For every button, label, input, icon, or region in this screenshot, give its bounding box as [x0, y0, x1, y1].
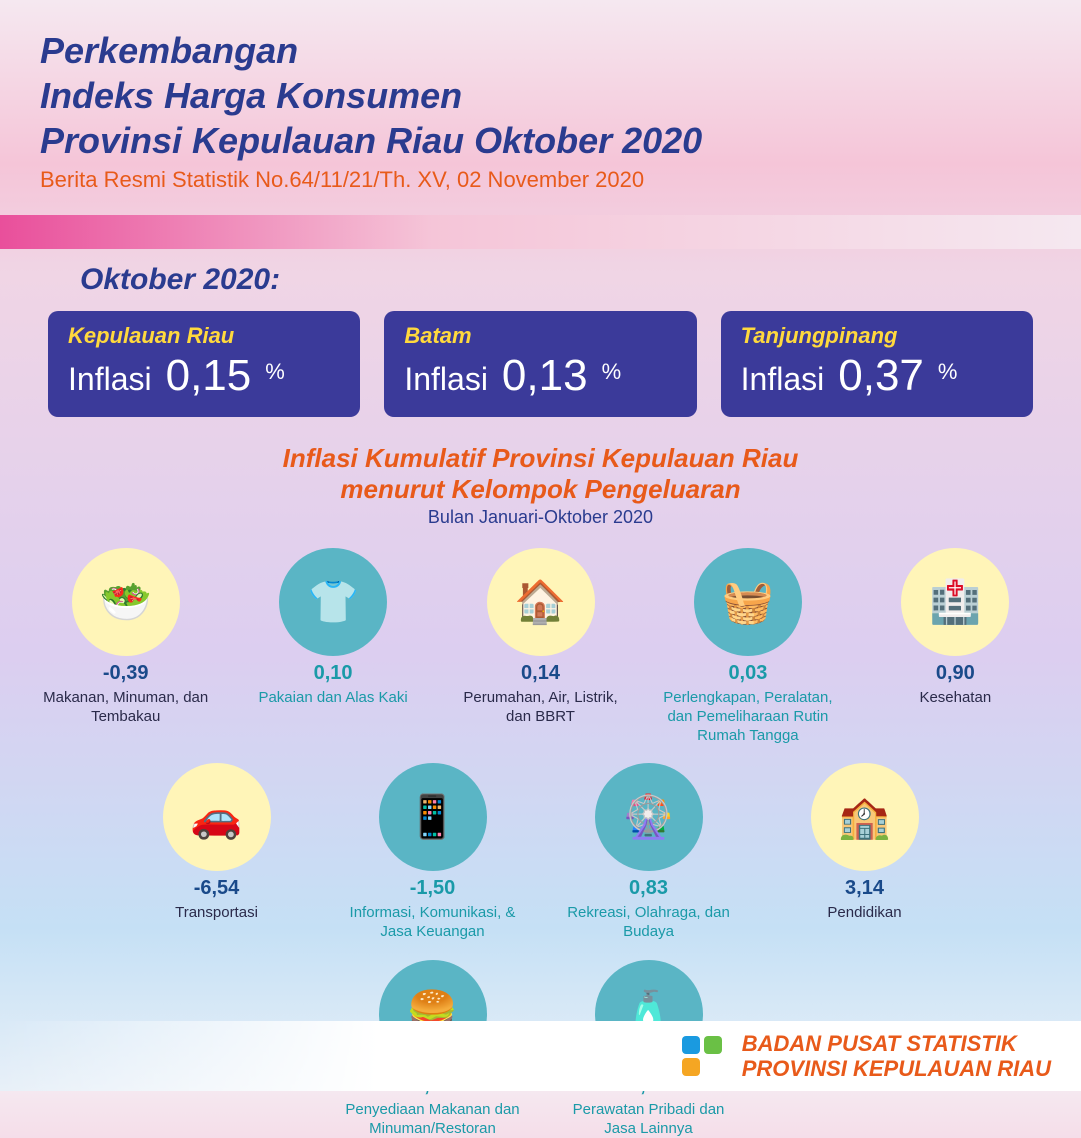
category-value: 0,10: [247, 662, 418, 685]
card-metric-label: Inflasi: [404, 361, 488, 398]
category-value: 0,03: [662, 662, 833, 685]
footer-line-1: BADAN PUSAT STATISTIK: [742, 1031, 1051, 1056]
card-region-label: Tanjungpinang: [741, 323, 1013, 349]
section-title-line-2: menurut Kelompok Pengeluaran: [0, 474, 1081, 505]
category-row-2: 🚗 -6,54 Transportasi 📱 -1,50 Informasi, Komun…: [40, 763, 1041, 942]
percent-icon: %: [602, 359, 622, 385]
section-heading: Inflasi Kumulatif Provinsi Kepulauan Ria…: [0, 443, 1081, 528]
category-item: 🏠 0,14 Perumahan, Air, Listrik, dan BBRT: [455, 548, 626, 745]
section-title-line-1: Inflasi Kumulatif Provinsi Kepulauan Ria…: [0, 443, 1081, 474]
percent-icon: %: [265, 359, 285, 385]
title-line-3: Provinsi Kepulauan Riau Oktober 2020: [40, 118, 1041, 163]
category-label: Makanan, Minuman, dan Tembakau: [40, 689, 211, 727]
card-metric-label: Inflasi: [741, 361, 825, 398]
card-kepulauan-riau: Kepulauan Riau Inflasi 0,15 %: [48, 311, 360, 417]
title-line-1: Perkembangan: [40, 28, 1041, 73]
card-batam: Batam Inflasi 0,13 %: [384, 311, 696, 417]
category-icon: 🥗: [72, 548, 180, 656]
card-region-label: Kepulauan Riau: [68, 323, 340, 349]
category-value: 0,83: [559, 877, 739, 900]
card-region-label: Batam: [404, 323, 676, 349]
category-value: 0,90: [870, 662, 1041, 685]
category-item: 🥗 -0,39 Makanan, Minuman, dan Tembakau: [40, 548, 211, 745]
title-line-2: Indeks Harga Konsumen: [40, 73, 1041, 118]
category-icon: 🎡: [595, 763, 703, 871]
gradient-divider: [0, 215, 1081, 249]
percent-icon: %: [938, 359, 958, 385]
category-label: Kesehatan: [870, 689, 1041, 708]
category-label: Transportasi: [127, 904, 307, 923]
header-subtitle: Berita Resmi Statistik No.64/11/21/Th. X…: [40, 167, 1041, 193]
footer-line-2: PROVINSI KEPULAUAN RIAU: [742, 1056, 1051, 1081]
header-block: Perkembangan Indeks Harga Konsumen Provi…: [0, 0, 1081, 203]
category-row-1: 🥗 -0,39 Makanan, Minuman, dan Tembakau 👕 0,1…: [40, 548, 1041, 745]
card-metric-value: 0,13: [502, 351, 588, 401]
category-item: 🚗 -6,54 Transportasi: [127, 763, 307, 942]
category-icon: 🏥: [901, 548, 1009, 656]
card-metric-value: 0,15: [166, 351, 252, 401]
category-label: Informasi, Komunikasi, & Jasa Keuangan: [343, 904, 523, 942]
page-title: Perkembangan Indeks Harga Konsumen Provi…: [40, 28, 1041, 163]
card-tanjungpinang: Tanjungpinang Inflasi 0,37 %: [721, 311, 1033, 417]
footer-bar: BADAN PUSAT STATISTIK PROVINSI KEPULAUAN…: [0, 1021, 1081, 1091]
category-icon: 🏠: [487, 548, 595, 656]
category-label: Pakaian dan Alas Kaki: [247, 689, 418, 708]
category-icon: 📱: [379, 763, 487, 871]
category-label: Rekreasi, Olahraga, dan Budaya: [559, 904, 739, 942]
section-subtitle: Bulan Januari-Oktober 2020: [0, 507, 1081, 528]
category-value: -1,50: [343, 877, 523, 900]
category-item: 👕 0,10 Pakaian dan Alas Kaki: [247, 548, 418, 745]
category-icon: 🏫: [811, 763, 919, 871]
bps-logo-icon: [676, 1030, 728, 1082]
category-icon: 🧺: [694, 548, 802, 656]
category-icon: 🚗: [163, 763, 271, 871]
category-label: Perumahan, Air, Listrik, dan BBRT: [455, 689, 626, 727]
category-item: 📱 -1,50 Informasi, Komunikasi, & Jasa Keua…: [343, 763, 523, 942]
category-label: Penyediaan Makanan dan Minuman/Restoran: [343, 1101, 523, 1138]
footer-org-name: BADAN PUSAT STATISTIK PROVINSI KEPULAUAN…: [742, 1031, 1051, 1082]
category-item: 🏥 0,90 Kesehatan: [870, 548, 1041, 745]
period-label: Oktober 2020:: [0, 249, 1081, 311]
category-item: 🎡 0,83 Rekreasi, Olahraga, dan Budaya: [559, 763, 739, 942]
card-metric-value: 0,37: [838, 351, 924, 401]
card-metric-label: Inflasi: [68, 361, 152, 398]
category-label: Perlengkapan, Peralatan, dan Pemeliharaa…: [662, 689, 833, 745]
category-value: -6,54: [127, 877, 307, 900]
category-label: Pendidikan: [775, 904, 955, 923]
category-icon: 👕: [279, 548, 387, 656]
category-value: 0,14: [455, 662, 626, 685]
category-item: 🧺 0,03 Perlengkapan, Peralatan, dan Pemeli…: [662, 548, 833, 745]
inflation-cards: Kepulauan Riau Inflasi 0,15 % Batam Infl…: [0, 311, 1081, 417]
category-value: -0,39: [40, 662, 211, 685]
category-label: Perawatan Pribadi dan Jasa Lainnya: [559, 1101, 739, 1138]
category-value: 3,14: [775, 877, 955, 900]
category-item: 🏫 3,14 Pendidikan: [775, 763, 955, 942]
